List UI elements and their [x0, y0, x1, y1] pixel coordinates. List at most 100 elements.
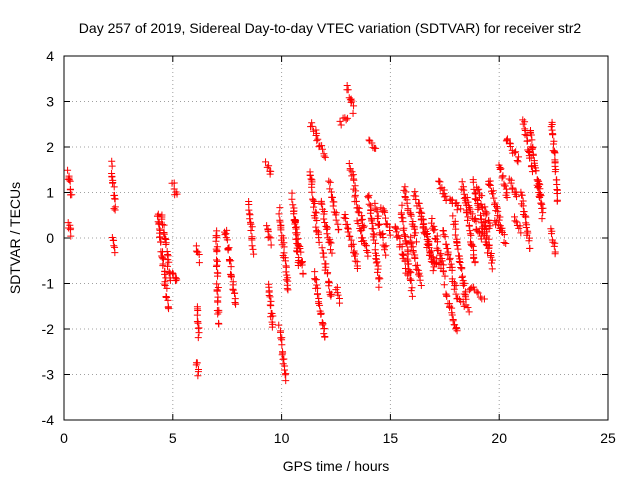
- data-point: [350, 185, 358, 193]
- data-point: [315, 238, 323, 246]
- data-point: [111, 203, 119, 211]
- data-point: [214, 272, 222, 280]
- data-point: [402, 188, 410, 196]
- data-point: [548, 126, 556, 134]
- data-point: [366, 209, 374, 217]
- data-point: [464, 213, 472, 221]
- data-point: [282, 370, 290, 378]
- data-point: [66, 177, 74, 185]
- data-point: [424, 233, 432, 241]
- data-point: [452, 325, 460, 333]
- data-point: [549, 238, 557, 246]
- data-point: [316, 301, 324, 309]
- data-point: [415, 271, 423, 279]
- data-point: [224, 246, 232, 254]
- data-point: [398, 250, 406, 258]
- data-point: [64, 175, 72, 183]
- data-point: [318, 142, 326, 150]
- data-point: [108, 173, 116, 181]
- data-point: [349, 109, 357, 117]
- data-point: [532, 167, 540, 175]
- data-point: [454, 245, 462, 253]
- data-point: [474, 186, 482, 194]
- data-point: [523, 137, 531, 145]
- data-point: [455, 257, 463, 265]
- data-point: [315, 234, 323, 242]
- data-point: [509, 184, 517, 192]
- data-point: [195, 259, 203, 267]
- x-tick-label: 25: [600, 430, 616, 446]
- y-tick-label: 4: [46, 48, 54, 64]
- data-point: [486, 181, 494, 189]
- data-point: [321, 219, 329, 227]
- data-point: [352, 197, 360, 205]
- data-point: [364, 248, 372, 256]
- data-point: [489, 190, 497, 198]
- data-point: [440, 281, 448, 289]
- data-point: [431, 226, 439, 234]
- data-point: [109, 178, 117, 186]
- data-point: [327, 239, 335, 247]
- data-point: [334, 291, 342, 299]
- data-point: [411, 253, 419, 261]
- data-point: [313, 217, 321, 225]
- data-point: [266, 293, 274, 301]
- data-point: [108, 234, 116, 242]
- data-point: [250, 250, 258, 258]
- data-point: [487, 249, 495, 257]
- data-point: [153, 212, 161, 220]
- data-point: [454, 294, 462, 302]
- data-point: [513, 157, 521, 165]
- data-point: [278, 341, 286, 349]
- data-point: [328, 193, 336, 201]
- data-point: [276, 218, 284, 226]
- data-point: [453, 327, 461, 335]
- data-point: [528, 145, 536, 153]
- data-point: [372, 144, 380, 152]
- data-point: [436, 178, 444, 186]
- data-point: [163, 248, 171, 256]
- data-point: [381, 214, 389, 222]
- y-tick-label: 0: [46, 230, 54, 246]
- data-point: [299, 269, 307, 277]
- data-point: [473, 288, 481, 296]
- data-point: [288, 195, 296, 203]
- data-point: [194, 372, 202, 380]
- data-point: [551, 239, 559, 247]
- data-point: [267, 302, 275, 310]
- data-point: [169, 270, 177, 278]
- data-point: [488, 259, 496, 267]
- data-point: [392, 224, 400, 232]
- data-point: [160, 229, 168, 237]
- data-point: [494, 221, 502, 229]
- data-point: [378, 231, 386, 239]
- data-point: [382, 242, 390, 250]
- data-point: [528, 168, 536, 176]
- data-point: [345, 232, 353, 240]
- data-point: [475, 185, 483, 193]
- data-point: [245, 206, 253, 214]
- data-point: [456, 258, 464, 266]
- data-point: [275, 210, 283, 218]
- data-point: [553, 197, 561, 205]
- data-point: [164, 252, 172, 260]
- data-point: [313, 290, 321, 298]
- data-point: [156, 233, 164, 241]
- data-point: [163, 284, 171, 292]
- data-point: [354, 219, 362, 227]
- data-point: [359, 215, 367, 223]
- data-point: [536, 190, 544, 198]
- data-point: [417, 281, 425, 289]
- data-point: [407, 269, 415, 277]
- data-point: [404, 250, 412, 258]
- data-point: [410, 225, 418, 233]
- data-point: [110, 242, 118, 250]
- data-point: [526, 244, 534, 252]
- data-point: [467, 285, 475, 293]
- data-point: [460, 302, 468, 310]
- data-point: [162, 240, 170, 248]
- data-point: [317, 309, 325, 317]
- data-point: [430, 222, 438, 230]
- data-point: [425, 241, 433, 249]
